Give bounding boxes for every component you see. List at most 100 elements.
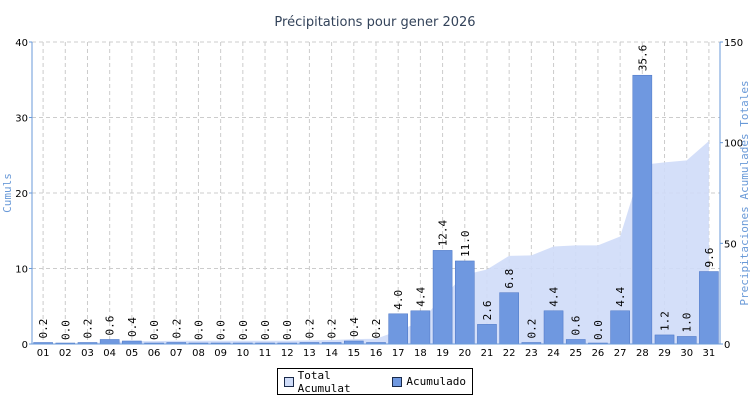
bar-value-label: 4.4 [414, 287, 427, 307]
bar-value-label: 35.6 [636, 45, 649, 72]
bar-value-label: 0.2 [37, 319, 50, 339]
x-tick-label: 20 [458, 348, 471, 359]
bar [499, 292, 519, 345]
bar-labels-layer: 0.2 0.0 0.2 0.6 0.4 0.0 0.2 0.0 0.0 0.0 0.0 0.0 0.2 0… [37, 45, 716, 340]
bar [454, 260, 475, 345]
x-tick-label: 09 [214, 348, 227, 359]
bar [543, 310, 564, 345]
left-tick-label: 10 [15, 265, 28, 276]
bar-value-label: 2.6 [481, 300, 494, 320]
right-tick-label: 0 [724, 340, 730, 351]
bar [410, 310, 431, 345]
bar-value-label: 0.2 [170, 319, 183, 339]
right-tick-label: 150 [724, 38, 743, 49]
bar-value-label: 0.0 [148, 320, 161, 340]
legend: Total Acumulat Acumulado [277, 368, 473, 395]
bar [676, 336, 697, 345]
x-tick-label: 10 [236, 348, 249, 359]
bar-value-label: 6.8 [503, 269, 516, 289]
bar [565, 339, 586, 345]
x-tick-label: 05 [126, 348, 139, 359]
legend-label-acumulado: Acumulado [406, 375, 466, 388]
x-tick-label: 07 [170, 348, 183, 359]
x-tick-label: 23 [525, 348, 538, 359]
bar [432, 250, 453, 345]
legend-swatch-total [284, 376, 294, 387]
bar-value-label: 1.2 [659, 311, 672, 331]
x-tick-label: 15 [347, 348, 360, 359]
right-tick-label: 50 [724, 239, 737, 250]
bar-value-label: 1.0 [681, 313, 694, 333]
bar [610, 310, 630, 345]
bar-value-label: 4.4 [614, 287, 627, 307]
bar-value-label: 9.6 [703, 248, 716, 268]
x-tick-label: 29 [658, 348, 671, 359]
bar-value-label: 0.4 [348, 317, 361, 337]
bar-value-label: 12.4 [437, 220, 450, 247]
bar-value-label: 4.4 [548, 287, 561, 307]
bar [477, 324, 497, 345]
bar-value-label: 0.0 [192, 320, 205, 340]
bar-value-label: 0.0 [59, 320, 72, 340]
bar-value-label: 0.0 [281, 320, 294, 340]
x-tick-label: 26 [592, 348, 605, 359]
x-tick-label: 03 [81, 348, 94, 359]
x-tick-label: 13 [303, 348, 316, 359]
bar [699, 271, 719, 345]
bar [99, 339, 120, 345]
x-tick-label: 27 [614, 348, 627, 359]
legend-swatch-acumulado [392, 376, 403, 387]
chart-title: Précipitations pour gener 2026 [274, 15, 476, 30]
bar-value-label: 4.0 [392, 290, 405, 310]
x-tick-label: 21 [481, 348, 494, 359]
bar [654, 334, 675, 345]
left-axis-label: Cumuls [1, 173, 14, 213]
x-tick-label: 22 [503, 348, 516, 359]
x-tick-label: 18 [414, 348, 427, 359]
bar-value-label: 0.0 [237, 320, 250, 340]
x-tick-label: 14 [325, 348, 338, 359]
x-tick-label: 24 [547, 348, 560, 359]
left-tick-label: 0 [22, 340, 28, 351]
legend-item-acumulado: Acumulado [392, 375, 466, 388]
bar-value-label: 0.4 [126, 317, 139, 337]
bar-value-label: 0.2 [370, 319, 383, 339]
x-tick-label: 16 [370, 348, 383, 359]
x-tick-label: 11 [259, 348, 272, 359]
bar-value-label: 0.0 [215, 320, 228, 340]
x-tick-label: 31 [703, 348, 716, 359]
x-tick-label: 01 [37, 348, 50, 359]
legend-label-total: Total Acumulat [297, 368, 351, 395]
left-tick-label: 20 [15, 189, 28, 200]
bar-value-label: 11.0 [459, 230, 472, 257]
legend-item-total: Total Acumulat [284, 369, 386, 395]
x-tick-label: 28 [636, 348, 649, 359]
bar [632, 74, 653, 345]
bar-value-label: 0.0 [592, 320, 605, 340]
bar-value-label: 0.2 [303, 319, 316, 339]
x-tick-label: 17 [392, 348, 405, 359]
x-tick-label: 04 [103, 348, 116, 359]
x-tick-label: 25 [569, 348, 582, 359]
x-tick-label: 19 [436, 348, 449, 359]
total-area-layer [43, 141, 709, 344]
bar [388, 313, 408, 345]
bar-value-label: 0.6 [104, 316, 117, 336]
bars-layer [33, 74, 719, 345]
x-tick-label: 06 [148, 348, 161, 359]
bar-value-label: 0.6 [570, 316, 583, 336]
right-tick-label: 100 [724, 139, 743, 150]
x-tick-label: 08 [192, 348, 205, 359]
left-tick-label: 40 [15, 38, 28, 49]
left-tick-label: 30 [15, 114, 28, 125]
x-tick-label: 02 [59, 348, 72, 359]
axes: 0 10 20 30 40 0 50 100 150 01 02 03 04 05 06 07 08 09 10 11… [15, 38, 743, 359]
bar-value-label: 0.2 [326, 319, 339, 339]
x-tick-label: 30 [680, 348, 693, 359]
bar-value-label: 0.0 [259, 320, 272, 340]
bar-value-label: 0.2 [81, 319, 94, 339]
right-axis-label: Precipitaciones Acumulades Totales [738, 80, 750, 305]
bar-value-label: 0.2 [525, 319, 538, 339]
total-accumulated-area [43, 141, 709, 344]
